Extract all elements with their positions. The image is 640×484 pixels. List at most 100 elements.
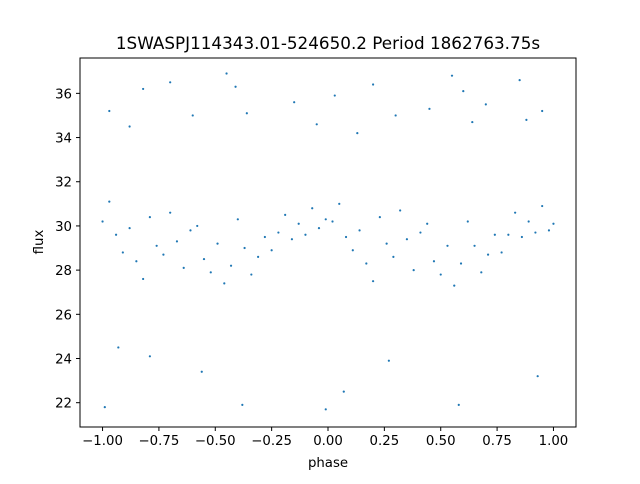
data-point	[552, 222, 555, 225]
data-point	[500, 251, 503, 254]
outlier-point	[333, 94, 336, 97]
data-point	[507, 233, 510, 236]
data-point	[270, 249, 273, 252]
outlier-point	[484, 103, 487, 106]
outlier-point	[117, 346, 120, 349]
data-point	[121, 251, 124, 254]
data-point	[399, 209, 402, 212]
data-point	[392, 255, 395, 258]
data-point	[243, 246, 246, 250]
data-point	[331, 220, 334, 223]
x-tick-label: −0.50	[195, 434, 236, 449]
data-point	[162, 253, 165, 256]
data-point	[527, 220, 530, 223]
outlier-point	[457, 403, 460, 406]
data-point	[297, 222, 300, 225]
data-point	[459, 262, 463, 265]
data-point	[419, 231, 422, 234]
outlier-point	[169, 81, 172, 84]
data-point	[311, 207, 314, 210]
outlier-point	[518, 79, 521, 82]
outlier-point	[293, 101, 296, 104]
data-point	[175, 240, 179, 243]
data-point	[480, 271, 483, 274]
outlier-point	[241, 403, 244, 406]
data-point	[108, 200, 111, 203]
x-axis-label: phase	[308, 456, 348, 471]
x-tick-label: 0.75	[482, 434, 512, 449]
outlier-point	[315, 123, 318, 126]
data-point	[541, 204, 544, 208]
data-point	[169, 211, 172, 214]
data-point	[547, 229, 551, 232]
data-point	[412, 269, 415, 272]
outlier-point	[128, 125, 131, 128]
y-tick-label: 28	[55, 264, 72, 279]
x-tick-label: −0.25	[251, 434, 292, 449]
data-point	[196, 224, 199, 228]
data-point	[189, 229, 192, 232]
data-point	[378, 215, 381, 219]
data-point	[257, 255, 260, 258]
outlier-point	[471, 120, 474, 124]
outlier-point	[387, 359, 390, 362]
data-point	[473, 244, 476, 247]
data-point	[426, 222, 429, 225]
data-point	[142, 277, 145, 281]
outlier-point	[342, 390, 345, 393]
data-point	[371, 280, 375, 283]
data-point	[304, 233, 307, 236]
data-point	[263, 235, 266, 239]
data-point	[344, 235, 348, 239]
outlier-point	[108, 109, 111, 113]
data-point	[135, 260, 138, 263]
data-point	[486, 253, 490, 256]
data-point	[182, 266, 185, 270]
data-point	[432, 260, 436, 263]
data-point	[250, 273, 253, 276]
data-point	[514, 211, 517, 214]
data-point	[317, 227, 321, 230]
data-point	[229, 264, 233, 267]
outlier-point	[462, 90, 465, 93]
outlier-point	[142, 87, 145, 91]
chart-title: 1SWASPJ114343.01-524650.2 Period 1862763…	[116, 33, 540, 53]
y-tick-label: 30	[55, 220, 72, 235]
data-point	[290, 238, 294, 241]
outlier-point	[191, 114, 194, 117]
outlier-point	[450, 74, 454, 77]
data-point	[216, 242, 219, 245]
x-tick-label: 0.50	[426, 434, 456, 449]
data-point	[385, 242, 388, 245]
outlier-point	[103, 406, 106, 409]
outlier-point	[148, 355, 151, 358]
data-point	[101, 220, 104, 223]
y-axis-label: flux	[32, 230, 47, 255]
data-point	[405, 238, 409, 241]
data-point	[466, 220, 469, 223]
x-tick-label: −1.00	[82, 434, 123, 449]
data-point	[155, 244, 158, 247]
y-tick-label: 36	[55, 87, 72, 102]
y-tick-label: 34	[55, 132, 72, 147]
data-point	[351, 249, 354, 252]
data-point	[338, 202, 341, 205]
outlier-point	[225, 72, 228, 75]
data-point	[114, 233, 118, 236]
x-tick-label: −0.75	[139, 434, 180, 449]
y-tick-label: 26	[55, 308, 72, 323]
data-point	[236, 218, 239, 221]
outlier-point	[525, 118, 528, 121]
data-point	[446, 244, 449, 247]
x-tick-label: 0.00	[313, 434, 343, 449]
data-point	[520, 235, 523, 239]
data-point	[223, 282, 226, 285]
data-point	[209, 271, 212, 274]
outlier-point	[245, 112, 248, 115]
data-point	[202, 257, 206, 261]
x-tick-label: 0.25	[370, 434, 400, 449]
outlier-point	[536, 375, 539, 378]
